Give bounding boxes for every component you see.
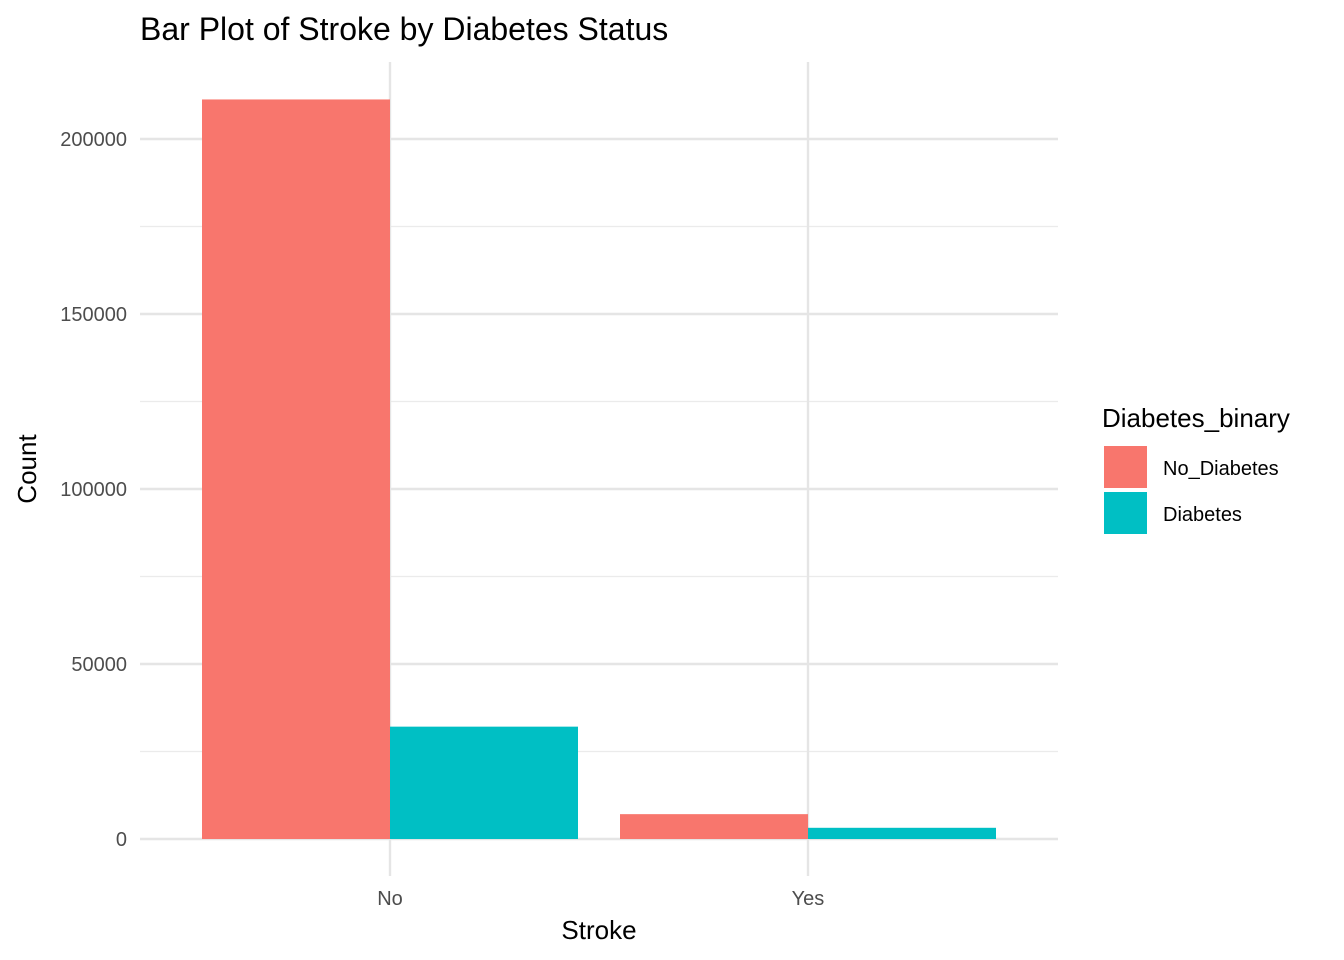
bar-yes-no-diabetes [620, 814, 808, 839]
y-axis-title: Count [12, 434, 42, 504]
y-tick-label: 0 [116, 829, 127, 851]
y-tick-label: 200000 [60, 129, 127, 151]
x-tick-label: Yes [792, 888, 825, 910]
x-axis-title: Stroke [561, 915, 636, 945]
legend-label: No_Diabetes [1163, 458, 1279, 480]
x-tick-label: No [377, 888, 403, 910]
legend-title: Diabetes_binary [1102, 403, 1290, 433]
chart-title: Bar Plot of Stroke by Diabetes Status [140, 11, 668, 47]
bar-yes-diabetes [808, 827, 996, 839]
y-tick-label: 50000 [71, 654, 127, 676]
bar-no-diabetes [390, 726, 578, 839]
legend-swatch [1104, 492, 1147, 534]
legend-swatch [1104, 446, 1147, 488]
x-axis-ticks: No Yes [377, 888, 824, 910]
legend-items: No_Diabetes Diabetes [1104, 446, 1279, 534]
legend: Diabetes_binary No_Diabetes Diabetes [1102, 403, 1290, 534]
legend-label: Diabetes [1163, 504, 1242, 526]
y-tick-label: 100000 [60, 479, 127, 501]
bar-no-no-diabetes [202, 99, 390, 839]
y-tick-label: 150000 [60, 304, 127, 326]
y-axis-ticks: 0 50000 100000 150000 200000 [60, 129, 127, 851]
bars [202, 99, 996, 839]
